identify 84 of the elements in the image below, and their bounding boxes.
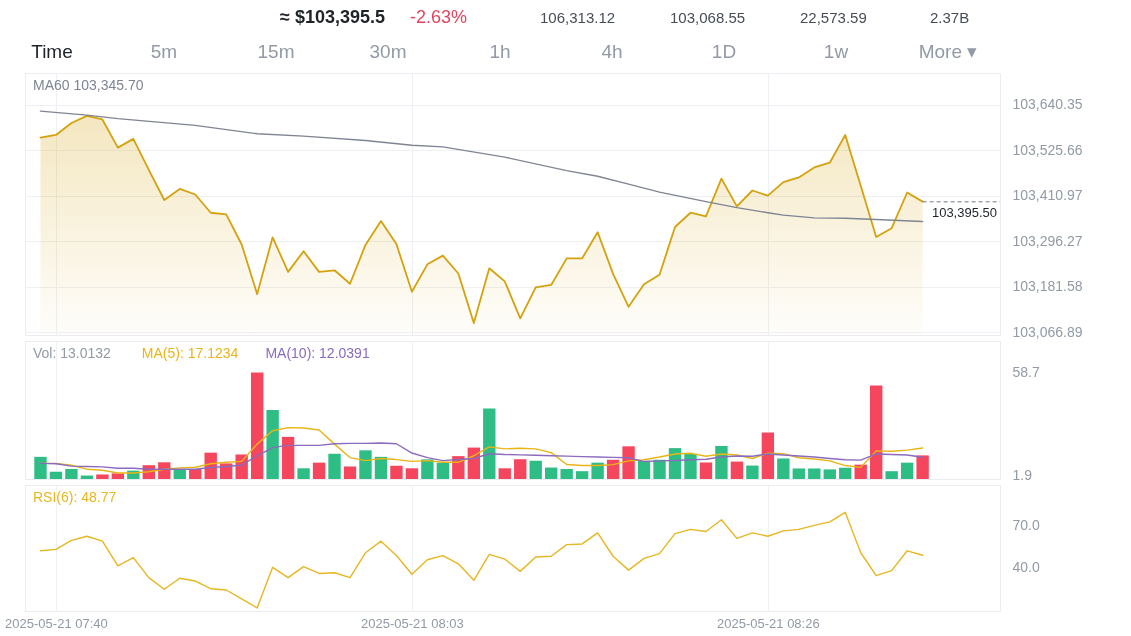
text: 1w: [823, 41, 849, 62]
bar: [343, 466, 357, 479]
x-tick-label: 2025-05-21 08:26: [717, 615, 820, 631]
text: ≈ $103,395.5: [280, 7, 385, 27]
bar: [173, 469, 186, 479]
bar: [220, 463, 233, 479]
bar: [715, 445, 728, 479]
bar: [111, 473, 125, 479]
series-label: MA60 103,345.70: [33, 77, 144, 93]
bar: [328, 453, 341, 479]
bar: [916, 455, 929, 479]
bar: [436, 462, 450, 479]
bar: [498, 468, 511, 479]
bar: [514, 459, 527, 479]
bar: [808, 468, 821, 479]
y-tick-label: 103,410.97: [1012, 187, 1083, 204]
text: 4h: [601, 41, 623, 62]
y-tick-label: 103,640.35: [1012, 96, 1083, 113]
bar: [421, 459, 434, 479]
bar: [699, 462, 713, 479]
bar: [266, 410, 279, 479]
y-tick-label: 58.7: [1012, 363, 1040, 380]
bar: [405, 468, 419, 479]
bar: [250, 372, 264, 479]
bar: [390, 465, 403, 479]
text: Time: [31, 41, 73, 62]
y-tick-label: 103,296.27: [1012, 232, 1083, 249]
y-tick-label: 103,181.58: [1012, 278, 1083, 295]
bar: [312, 462, 326, 479]
bar: [575, 471, 589, 479]
text: 15m: [257, 41, 295, 62]
text: 1h: [489, 41, 511, 62]
text: 2.37B: [930, 9, 970, 26]
bar: [65, 469, 78, 479]
text: 103,068.55: [670, 9, 746, 26]
ref-line-label: 103,395.50: [931, 204, 997, 220]
y-tick-label: 103,525.66: [1012, 141, 1083, 158]
bar: [622, 446, 635, 479]
bar: [839, 467, 852, 479]
bar: [34, 456, 47, 479]
text: RSI(6): 48.77: [33, 489, 117, 505]
bar: [900, 462, 914, 479]
bar: [684, 453, 697, 479]
bar: [591, 462, 604, 479]
text: MA(10): 12.0391: [265, 345, 370, 361]
bar: [374, 456, 388, 479]
line-series: [39, 511, 924, 609]
bar: [885, 471, 898, 479]
bar: [281, 436, 295, 479]
bar: [668, 448, 682, 479]
text: 22,573.59: [800, 9, 867, 26]
y-tick-label: 70.0: [1012, 517, 1040, 534]
text: 1D: [711, 41, 737, 62]
bar: [792, 468, 805, 479]
bar: [761, 432, 775, 479]
y-tick-label: 40.0: [1012, 559, 1040, 576]
bar: [870, 385, 883, 479]
x-tick-label: 2025-05-21 08:03: [361, 615, 464, 631]
bar: [730, 461, 744, 479]
x-tick-label: 2025-05-21 07:40: [5, 615, 108, 631]
text: MA(5): 17.1234: [141, 345, 239, 361]
y-tick-label: 103,066.89: [1012, 323, 1083, 340]
bar: [746, 465, 759, 479]
bar: [49, 471, 63, 479]
bar: [483, 408, 496, 479]
y-tick-label: 1.9: [1012, 467, 1033, 484]
text: More ▾: [918, 41, 978, 62]
bar: [96, 474, 109, 479]
chart-title: Vol: 13.0132: [33, 345, 112, 361]
bar: [529, 460, 542, 479]
bar: [560, 469, 573, 479]
bar: [297, 468, 310, 479]
text: 30m: [369, 41, 407, 62]
bar: [823, 469, 836, 479]
bar: [637, 460, 651, 479]
text: 106,313.12: [540, 9, 616, 26]
line-series: [39, 110, 924, 223]
text: 5m: [150, 41, 178, 62]
text: -2.63%: [410, 7, 468, 27]
bar: [653, 459, 666, 479]
bar: [777, 458, 790, 479]
line-series: [39, 442, 924, 470]
bar: [359, 450, 372, 479]
bar: [545, 467, 558, 479]
